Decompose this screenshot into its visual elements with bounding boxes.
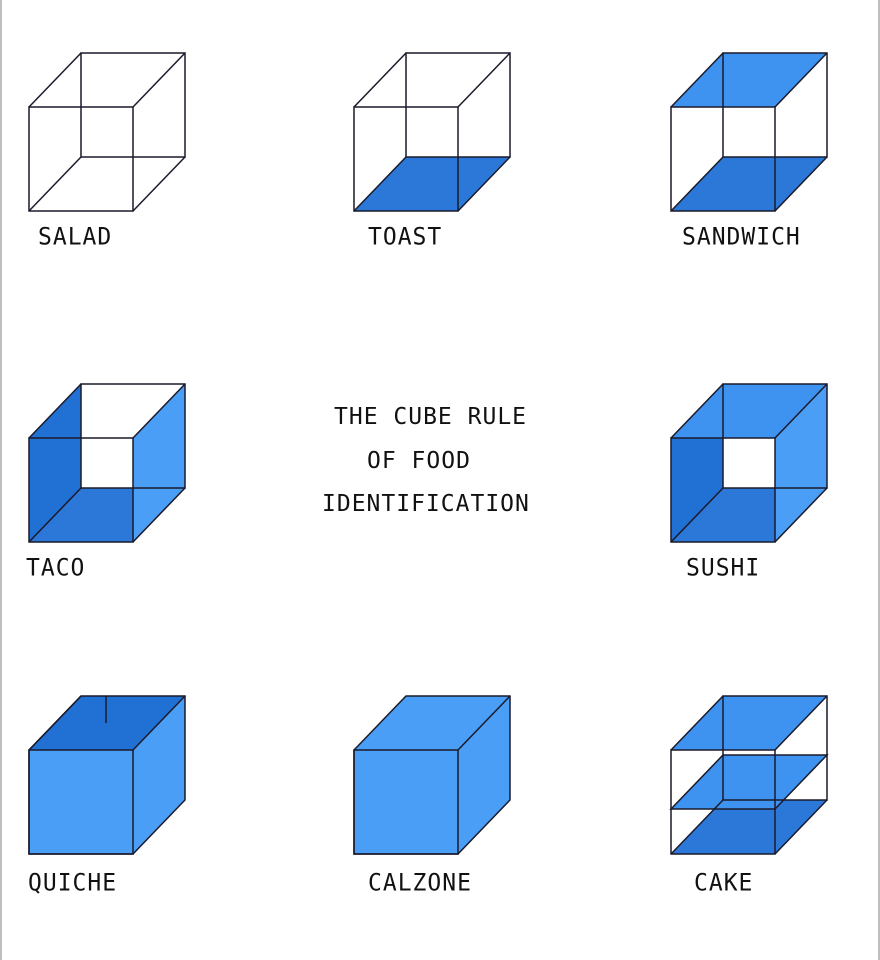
diagram-title-line-1: THE CUBE RULE bbox=[334, 404, 528, 430]
salad-cube bbox=[28, 52, 186, 212]
quiche-cube bbox=[28, 695, 186, 855]
taco-label: TACO bbox=[26, 554, 86, 582]
toast-label: TOAST bbox=[368, 223, 443, 251]
cake-label: CAKE bbox=[694, 869, 754, 897]
taco-cube bbox=[28, 383, 186, 543]
diagram-title-line-3: IDENTIFICATION bbox=[322, 491, 530, 517]
calzone-cube bbox=[353, 695, 511, 855]
sandwich-cube bbox=[670, 52, 828, 212]
cake-cube bbox=[669, 695, 829, 855]
right-border bbox=[878, 0, 880, 960]
diagram-title-line-2: OF FOOD bbox=[367, 448, 471, 474]
sushi-cube bbox=[670, 383, 828, 543]
left-border bbox=[0, 0, 2, 960]
salad-label: SALAD bbox=[38, 223, 113, 251]
sushi-label: SUSHI bbox=[686, 554, 761, 582]
quiche-label: QUICHE bbox=[28, 869, 118, 897]
toast-cube bbox=[353, 52, 511, 212]
calzone-label: CALZONE bbox=[368, 869, 472, 897]
sandwich-label: SANDWICH bbox=[682, 223, 801, 251]
